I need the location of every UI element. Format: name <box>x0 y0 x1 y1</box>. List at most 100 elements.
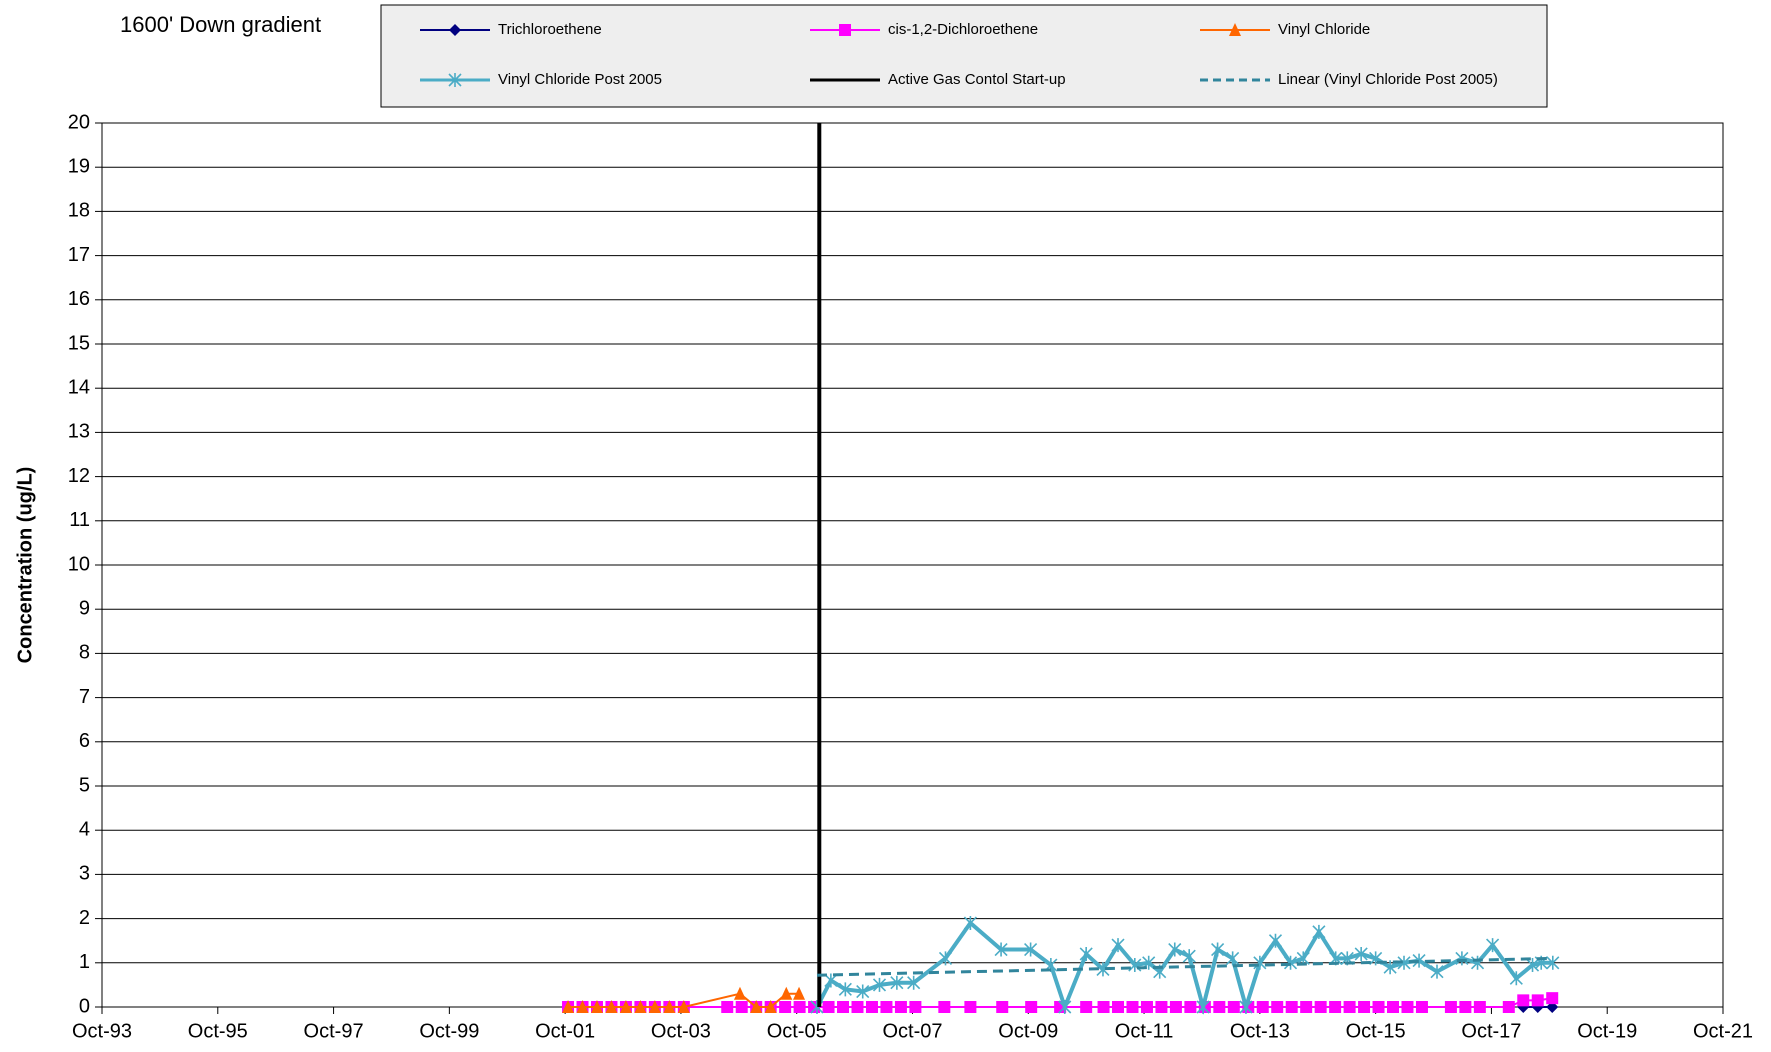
data-point <box>894 1001 907 1013</box>
y-tick-label: 7 <box>79 686 90 708</box>
data-point <box>619 1000 632 1013</box>
data-point <box>1397 955 1411 970</box>
y-tick-label: 0 <box>79 995 90 1017</box>
data-point <box>780 986 793 1000</box>
y-tick-label: 10 <box>68 553 90 575</box>
x-tick-label: Oct-93 <box>72 1020 132 1042</box>
data-point <box>1024 942 1038 957</box>
data-point <box>872 977 887 992</box>
data-point <box>1525 958 1540 973</box>
y-axis-label: Concentration (ug/L) <box>14 467 36 664</box>
data-point <box>735 1001 748 1013</box>
y-tick-label: 17 <box>68 244 90 266</box>
data-point <box>1459 1001 1472 1013</box>
data-point <box>1415 1001 1428 1013</box>
data-point <box>1168 942 1182 957</box>
y-tick-label: 9 <box>79 597 90 619</box>
data-point <box>576 1000 589 1013</box>
data-point <box>1058 1000 1072 1014</box>
data-point <box>1509 971 1523 986</box>
legend-label: Linear (Vinyl Chloride Post 2005) <box>1278 71 1498 88</box>
x-tick-label: Oct-21 <box>1693 1020 1753 1042</box>
data-point <box>1354 946 1368 961</box>
data-point <box>1112 1001 1125 1013</box>
data-point <box>824 973 838 988</box>
data-point <box>856 984 870 999</box>
data-point <box>1169 1001 1182 1013</box>
data-point <box>1080 1001 1093 1013</box>
data-point <box>838 982 852 997</box>
data-point <box>880 1001 893 1013</box>
legend-label: Vinyl Chloride Post 2005 <box>498 71 662 88</box>
data-point <box>1546 955 1560 970</box>
legend-label: cis-1,2-Dichloroethene <box>888 21 1038 38</box>
x-tick-label: Oct-07 <box>882 1020 942 1042</box>
data-point <box>1314 1001 1327 1013</box>
y-tick-label: 13 <box>68 421 90 443</box>
y-tick-label: 2 <box>79 907 90 929</box>
data-point <box>562 1000 575 1013</box>
data-point <box>963 916 977 931</box>
data-point <box>1140 1001 1153 1013</box>
data-point <box>1155 1001 1168 1013</box>
data-point <box>634 1000 647 1013</box>
data-point <box>1111 938 1125 953</box>
data-point <box>851 1001 864 1013</box>
data-point <box>764 1000 777 1013</box>
data-point <box>590 1000 603 1013</box>
data-point <box>1329 1001 1342 1013</box>
y-tick-label: 11 <box>69 509 90 531</box>
data-point <box>994 942 1008 957</box>
data-point <box>1227 1001 1240 1013</box>
y-tick-label: 16 <box>68 288 90 310</box>
data-point <box>1531 994 1544 1007</box>
legend-marker <box>1229 23 1241 36</box>
data-point <box>909 1001 922 1013</box>
chart-title: 1600' Down gradient <box>120 12 321 37</box>
data-point <box>1184 1001 1197 1013</box>
data-point <box>837 1001 850 1013</box>
data-point <box>793 1001 806 1013</box>
data-point <box>1025 1001 1038 1013</box>
data-point <box>890 975 904 990</box>
y-tick-label: 8 <box>79 642 90 664</box>
data-point <box>1546 992 1559 1005</box>
data-point <box>938 1001 951 1013</box>
data-point <box>1517 994 1530 1007</box>
data-point <box>907 975 921 990</box>
y-tick-label: 12 <box>68 465 90 487</box>
data-point <box>964 1001 977 1013</box>
x-tick-label: Oct-11 <box>1115 1020 1174 1042</box>
data-point <box>1253 955 1267 970</box>
y-tick-label: 5 <box>79 774 90 796</box>
y-tick-label: 14 <box>68 376 90 398</box>
data-point <box>1079 946 1093 961</box>
x-tick-label: Oct-15 <box>1346 1020 1406 1042</box>
y-tick-label: 15 <box>68 332 90 354</box>
y-tick-label: 19 <box>68 155 90 177</box>
data-point <box>1486 938 1500 953</box>
data-point <box>1226 951 1240 966</box>
x-tick-label: Oct-13 <box>1230 1020 1290 1042</box>
x-tick-label: Oct-95 <box>188 1020 248 1042</box>
data-point <box>1343 1001 1356 1013</box>
data-point <box>779 1001 792 1013</box>
data-point <box>750 1000 763 1013</box>
legend-marker <box>448 73 462 87</box>
data-point <box>793 986 806 1000</box>
data-point <box>1312 924 1326 939</box>
x-tick-label: Oct-05 <box>767 1020 827 1042</box>
x-tick-label: Oct-09 <box>998 1020 1058 1042</box>
data-point <box>1285 1001 1298 1013</box>
data-point <box>1271 1001 1284 1013</box>
x-tick-label: Oct-97 <box>304 1020 364 1042</box>
data-point <box>605 1000 618 1013</box>
legend-marker <box>449 24 461 36</box>
legend-label: Active Gas Contol Start-up <box>888 71 1066 88</box>
data-point <box>1473 1001 1486 1013</box>
data-point <box>1401 1001 1414 1013</box>
y-tick-label: 18 <box>68 200 90 222</box>
data-point <box>1300 1001 1313 1013</box>
data-point <box>1387 1001 1400 1013</box>
